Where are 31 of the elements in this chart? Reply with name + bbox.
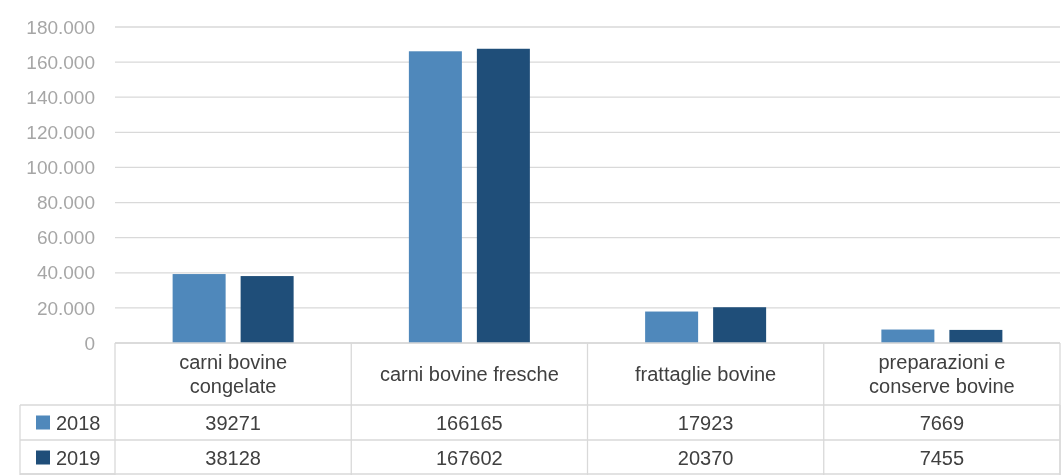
- x-tick-label: frattaglie bovine: [635, 363, 777, 385]
- data-label: 17923: [677, 411, 734, 434]
- data-label: 7669: [919, 411, 965, 434]
- data-label: 39271: [205, 411, 261, 434]
- legend-label: 2019: [56, 446, 101, 469]
- x-tick-label: carni bovine congelate: [179, 351, 288, 397]
- y-tick-label: 20.000: [36, 297, 95, 319]
- y-tick-label: 80.000: [36, 192, 95, 214]
- data-label: 38128: [205, 446, 261, 469]
- x-tick-label: preparazioni e conserve bovine: [869, 351, 1015, 397]
- data-label: 20370: [677, 446, 734, 469]
- data-label: 167602: [436, 446, 503, 469]
- y-tick-label: 0: [84, 332, 95, 354]
- bar: [645, 311, 699, 343]
- bar: [408, 51, 462, 343]
- bar: [172, 274, 226, 343]
- bar: [949, 329, 1003, 343]
- data-label: 7455: [919, 446, 965, 469]
- y-tick-label: 180.000: [26, 16, 95, 38]
- bar: [713, 307, 767, 343]
- bar: [476, 48, 530, 343]
- data-label: 166165: [436, 411, 503, 434]
- y-tick-label: 100.000: [26, 157, 95, 179]
- y-tick-label: 120.000: [26, 121, 95, 143]
- y-tick-label: 60.000: [36, 227, 95, 249]
- bar: [240, 276, 294, 343]
- y-tick-label: 40.000: [36, 262, 95, 284]
- legend-label: 2018: [56, 411, 101, 434]
- y-tick-label: 140.000: [26, 86, 95, 108]
- x-tick-label: carni bovine fresche: [379, 363, 559, 385]
- y-tick-label: 160.000: [26, 51, 95, 73]
